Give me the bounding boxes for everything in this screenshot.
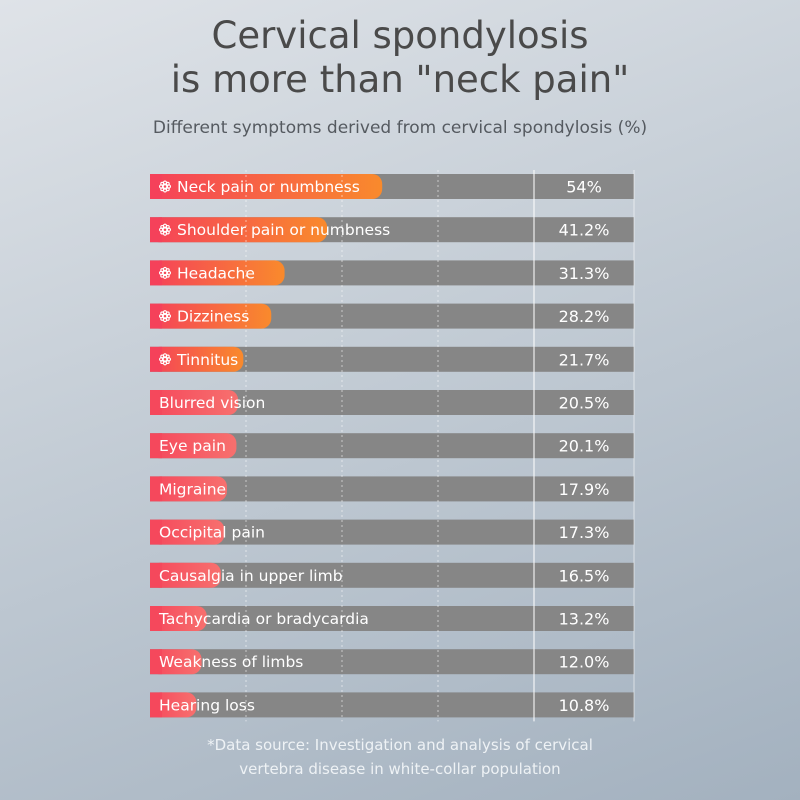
bar-left-edge — [150, 390, 162, 415]
chart-subtitle: Different symptoms derived from cervical… — [152, 118, 648, 138]
bar-track — [150, 562, 634, 588]
bar-label: Shoulder pain or numbness — [177, 221, 390, 239]
bar — [150, 433, 237, 459]
bar — [150, 346, 244, 372]
bar-track — [150, 519, 634, 545]
bar-value: 16.5% — [559, 566, 610, 585]
bar-left-edge — [150, 562, 162, 588]
gridlines — [245, 170, 635, 722]
bar-left-edge — [150, 433, 162, 459]
bar-label: Headache — [177, 264, 255, 282]
bar-value: 13.2% — [559, 610, 610, 629]
bar-value: 21.7% — [559, 350, 610, 369]
bar — [150, 519, 225, 545]
bar-row: Tinnitus 21.7% — [150, 346, 634, 372]
bar-value: 20.1% — [559, 437, 610, 456]
bar — [150, 303, 272, 329]
bar-row: Shoulder pain or numbness 41.2% — [150, 217, 634, 243]
bar-label: Hearing loss — [159, 696, 255, 714]
bar-label: Causalgia in upper limb — [159, 567, 343, 585]
bar-label: Migraine — [159, 480, 226, 498]
bar-row: Headache 31.3% — [150, 260, 634, 286]
bar — [150, 217, 328, 243]
bar-track — [150, 606, 634, 631]
bar-row: Migraine 17.9% — [150, 476, 634, 502]
bar-track — [150, 692, 634, 718]
bar-row: Occipital pain 17.3% — [150, 519, 634, 545]
bar-left-edge — [150, 476, 162, 502]
bar-label: Occipital pain — [159, 524, 265, 542]
bar-left-edge — [150, 649, 162, 675]
bar — [150, 606, 207, 631]
bar-label: Tinnitus — [176, 351, 238, 369]
bar-rows: Neck pain or numbness 54% Shoulder pain or… — [150, 174, 634, 718]
bar-value: 10.8% — [559, 696, 610, 715]
bar-track — [150, 649, 634, 675]
bar-value: 20.5% — [559, 394, 610, 413]
bar-row: Neck pain or numbness 54% — [150, 174, 634, 199]
chart-title-line-1: Cervical spondylosis — [211, 14, 589, 57]
bar — [150, 174, 383, 199]
bar-value: 54% — [566, 178, 602, 197]
bar — [150, 476, 227, 502]
bar-row: Weakness of limbs 12.0% — [150, 649, 634, 675]
bar-row: Eye pain 20.1% — [150, 433, 634, 459]
bar-left-edge — [150, 217, 162, 243]
bar-value: 17.3% — [559, 523, 610, 542]
bar-value: 17.9% — [559, 480, 610, 499]
bar-row: Tachycardia or bradycardia 13.2% — [150, 606, 634, 631]
bar-value: 12.0% — [559, 653, 610, 672]
bar-label: Eye pain — [159, 437, 226, 455]
bar-label: Neck pain or numbness — [177, 178, 360, 196]
bar-label: Blurred vision — [159, 394, 265, 412]
bar — [150, 390, 239, 415]
bar-left-edge — [150, 519, 162, 545]
bar-label: Weakness of limbs — [159, 653, 303, 671]
bar-value: 31.3% — [559, 264, 610, 283]
bar-left-edge — [150, 692, 162, 718]
bar-track — [150, 476, 634, 502]
bar-row: Hearing loss 10.8% — [150, 692, 634, 718]
bar — [150, 649, 202, 675]
data-source-footnote: *Data source: Investigation and analysis… — [150, 733, 650, 781]
bar-left-edge — [150, 303, 162, 329]
bar-row: Causalgia in upper limb 16.5% — [150, 562, 634, 588]
bar-left-edge — [150, 606, 162, 631]
bar-row: Blurred vision 20.5% — [150, 390, 634, 415]
bar-value: 41.2% — [559, 221, 610, 240]
bar-left-edge — [150, 174, 162, 199]
bar-row: Dizziness 28.2% — [150, 303, 634, 329]
bar-value: 28.2% — [559, 307, 610, 326]
bar — [150, 562, 221, 588]
footnote-line-1: *Data source: Investigation and analysis… — [207, 736, 593, 754]
bar-label: Dizziness — [177, 308, 249, 326]
bar — [150, 260, 285, 286]
footnote-line-2: vertebra disease in white-collar populat… — [239, 760, 561, 778]
bar-label: Tachycardia or bradycardia — [158, 610, 369, 628]
bar-left-edge — [150, 346, 162, 372]
bar-left-edge — [150, 260, 162, 286]
chart-title-line-2: is more than "neck pain" — [170, 58, 630, 101]
